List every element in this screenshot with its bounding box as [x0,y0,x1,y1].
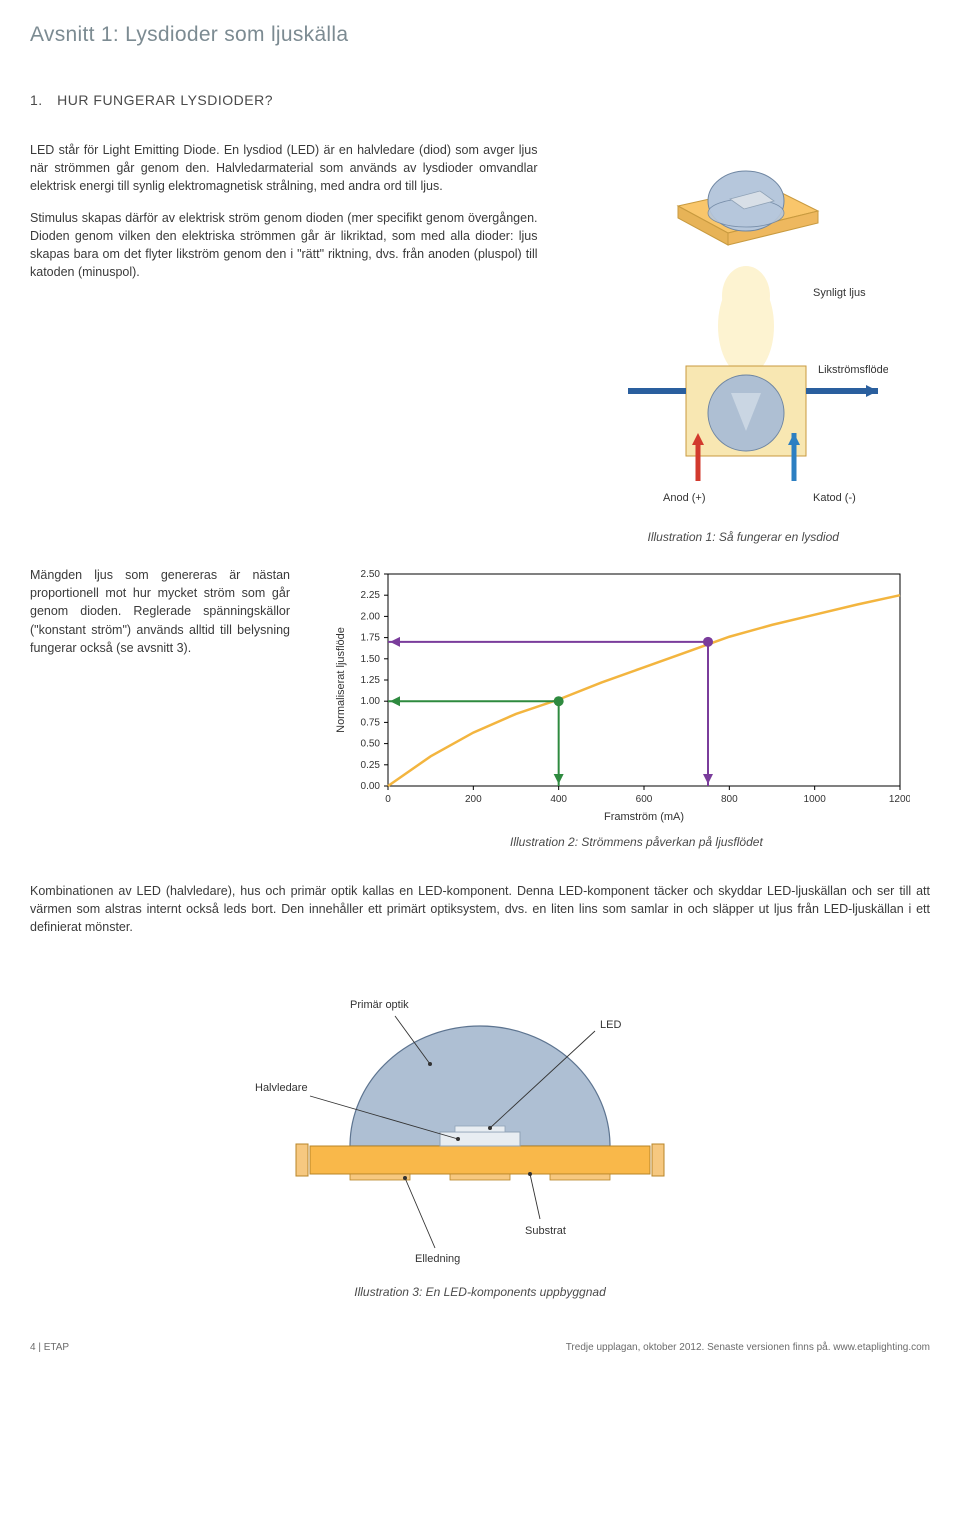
svg-text:1000: 1000 [804,794,827,805]
page-footer: 4 | ETAP Tredje upplagan, oktober 2012. … [30,1341,930,1356]
svg-text:0.25: 0.25 [361,760,381,771]
paragraph-3: Mängden ljus som genereras är nästan pro… [30,566,290,657]
label-cathode: Katod (-) [813,492,856,504]
footer-right: Tredje upplagan, oktober 2012. Senaste v… [566,1341,930,1356]
intro-two-column: LED står för Light Emitting Diode. En ly… [30,141,930,546]
label-anode: Anod (+) [663,492,706,504]
chart-current-vs-flux: 0.00 0.25 0.50 0.75 1.00 1.25 1.50 1.75 2.00 2.25… [330,566,910,826]
diagram-1-column: Synligt ljus Likströmsflöde [568,141,931,546]
heading-how-leds-work: 1. HUR FUNGERAR LYSDIODER? [30,90,930,110]
svg-text:1.75: 1.75 [361,633,381,644]
led-body-icon [686,366,806,456]
paragraph-4: Kombinationen av LED (halvledare), hus o… [30,882,930,936]
svg-text:2.50: 2.50 [361,569,381,580]
label-semiconductor: Halvledare [255,1082,308,1094]
label-led: LED [600,1019,621,1031]
chart-column: 0.00 0.25 0.50 0.75 1.00 1.25 1.50 1.75 2.00 2.25… [330,566,930,851]
paragraph-1: LED står för Light Emitting Diode. En ly… [30,141,538,195]
svg-text:1.25: 1.25 [361,675,381,686]
svg-text:Framström (mA): Framström (mA) [604,811,684,823]
svg-text:1.50: 1.50 [361,654,381,665]
diagram-led-component: Primär optik LED Halvledare Substrat Ell… [200,976,760,1276]
caption-illustration-2: Illustration 2: Strömmens påverkan på lj… [510,834,930,851]
diagram-3-wrap: Primär optik LED Halvledare Substrat Ell… [200,976,760,1301]
label-substrate: Substrat [525,1225,566,1237]
svg-text:Normaliserat ljusflöde: Normaliserat ljusflöde [335,627,347,733]
label-visible-light: Synligt ljus [813,287,866,299]
row-text-chart: Mängden ljus som genereras är nästan pro… [30,566,930,851]
svg-text:2.25: 2.25 [361,590,381,601]
diagram-led-function: Synligt ljus Likströmsflöde [568,141,888,521]
label-primary-optic: Primär optik [350,999,409,1011]
label-dc-flow: Likströmsflöde [818,364,888,376]
svg-text:1200: 1200 [889,794,910,805]
label-conduction: Elledning [415,1253,460,1265]
footer-left: 4 | ETAP [30,1341,69,1356]
svg-text:0.50: 0.50 [361,739,381,750]
svg-text:200: 200 [465,794,482,805]
section-title: Avsnitt 1: Lysdioder som ljuskälla [30,20,930,50]
svg-text:2.00: 2.00 [361,612,381,623]
paragraph-3-col: Mängden ljus som genereras är nästan pro… [30,566,290,851]
visible-light-glow-icon [718,266,774,376]
led-3d-top-icon [678,171,818,245]
svg-text:0.00: 0.00 [361,781,381,792]
svg-text:0.75: 0.75 [361,718,381,729]
caption-illustration-1: Illustration 1: Så fungerar en lysdiod [648,529,931,546]
svg-text:800: 800 [721,794,738,805]
svg-text:0: 0 [385,794,391,805]
svg-text:600: 600 [636,794,653,805]
svg-text:1.00: 1.00 [361,696,381,707]
svg-text:400: 400 [550,794,567,805]
paragraph-2: Stimulus skapas därför av elektrisk strö… [30,209,538,282]
intro-text-column: LED står för Light Emitting Diode. En ly… [30,141,538,546]
caption-illustration-3: Illustration 3: En LED-komponents uppbyg… [200,1284,760,1301]
